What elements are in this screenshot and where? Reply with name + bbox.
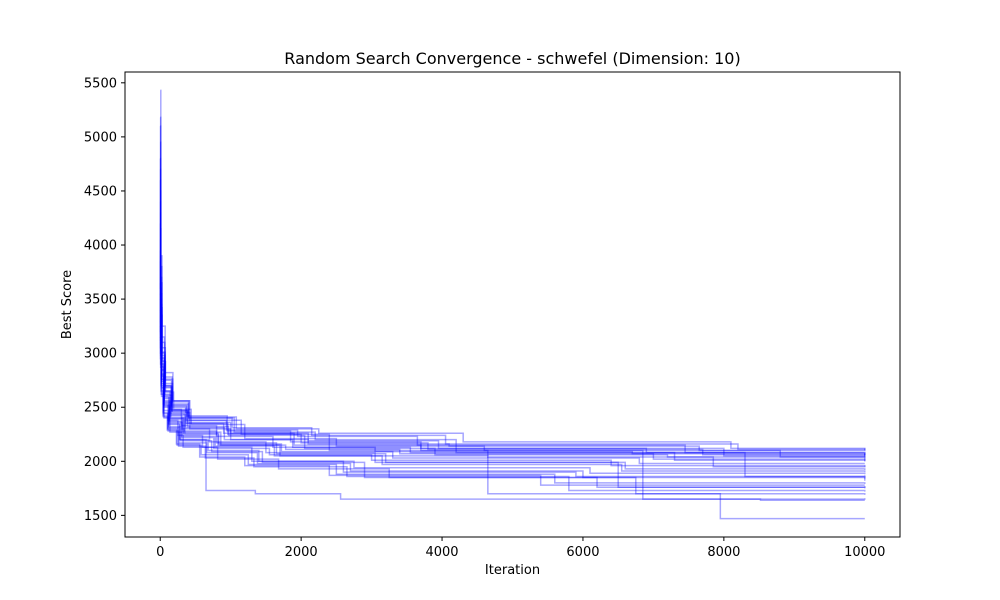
run-line-15: [159, 255, 866, 455]
run-line-5: [159, 157, 865, 501]
y-tick-label: 5500: [84, 76, 117, 91]
x-axis-ticks: 0 2000 4000 6000 8000 10000: [156, 537, 885, 560]
run-line-1: [160, 89, 866, 468]
x-tick-label: 4000: [425, 545, 458, 560]
plot-lines: [159, 89, 866, 520]
x-tick-label: 2000: [285, 545, 318, 560]
run-line-21: [159, 292, 866, 485]
run-line-10: [159, 211, 866, 462]
run-line-4: [159, 141, 866, 452]
run-line-13: [159, 238, 866, 461]
plot-frame: [124, 71, 901, 538]
run-line-25: [159, 314, 866, 462]
y-tick-label: 2000: [84, 455, 117, 470]
run-line-26: [159, 319, 866, 473]
run-line-7: [159, 179, 866, 500]
run-line-9: [159, 201, 866, 489]
x-tick-label: 0: [156, 545, 164, 560]
run-line-24: [159, 309, 866, 479]
x-tick-label: 10000: [844, 545, 885, 560]
run-line-12: [160, 228, 866, 459]
run-line-28: [160, 330, 865, 457]
run-line-3: [159, 125, 866, 457]
run-line-29: [159, 336, 866, 492]
run-line-11: [159, 222, 866, 489]
run-line-2: [159, 116, 866, 456]
y-tick-label: 3000: [84, 347, 117, 362]
run-line-20: [159, 287, 866, 456]
y-tick-label: 2500: [84, 401, 117, 416]
y-tick-label: 1500: [84, 509, 117, 524]
run-line-8: [160, 190, 866, 478]
x-tick-label: 6000: [566, 545, 599, 560]
x-tick-label: 8000: [707, 545, 740, 560]
run-line-22: [159, 298, 866, 470]
y-tick-label: 5000: [84, 130, 117, 145]
y-axis-label: Best Score: [60, 270, 75, 339]
y-axis-ticks: 1500 2000 2500 3000 3500 4000 4500 5000 5500: [84, 76, 125, 524]
y-tick-label: 4500: [84, 184, 117, 199]
y-tick-label: 4000: [84, 239, 117, 254]
run-line-16: [159, 260, 866, 475]
run-line-27: [159, 325, 865, 486]
run-line-14: [159, 249, 866, 481]
run-line-23: [160, 303, 866, 451]
x-axis-label: Iteration: [485, 563, 540, 578]
chart-title: Random Search Convergence - schwefel (Di…: [284, 49, 740, 68]
y-tick-label: 3500: [84, 293, 117, 308]
run-line-18: [159, 276, 865, 465]
run-line-6: [159, 168, 865, 520]
run-line-17: [160, 265, 866, 450]
run-line-30: [159, 341, 866, 495]
run-line-19: [159, 282, 866, 467]
